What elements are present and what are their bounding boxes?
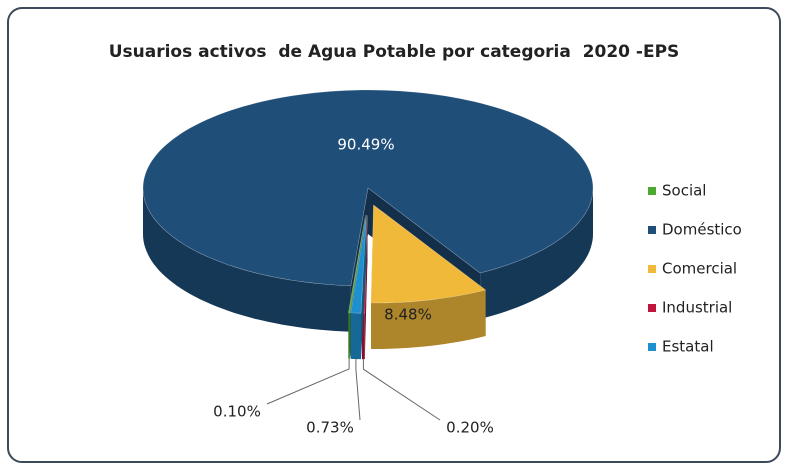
legend-swatch (648, 187, 656, 195)
data-label: 0.10% (213, 403, 261, 421)
slice-side (350, 312, 361, 360)
slice-side (371, 290, 486, 349)
data-label: 90.49% (337, 136, 394, 154)
data-label: 8.48% (384, 306, 432, 324)
slice (350, 215, 367, 314)
slice (142, 89, 594, 287)
slice-side (480, 188, 593, 319)
pie: 0.10% 90.49% 8.48% 0.20% 0.73% (142, 89, 594, 437)
chart-title: Usuarios activos de Agua Potable por cat… (109, 42, 680, 62)
legend-swatch (648, 226, 656, 234)
leader-line (362, 359, 441, 421)
legend-swatch (648, 304, 656, 312)
legend-label: Industrial (662, 299, 732, 317)
leader-line (355, 359, 361, 421)
legend-label: Comercial (662, 260, 737, 278)
slice-side (348, 312, 350, 359)
legend-label: Social (662, 182, 706, 200)
slice-side (143, 188, 351, 332)
legend-label: Estatal (662, 338, 714, 356)
legend: Social Doméstico Comercial Industrial Estata… (648, 182, 742, 356)
slice (370, 204, 487, 304)
slice (348, 215, 366, 314)
legend-swatch (648, 265, 656, 273)
data-label: 0.20% (446, 419, 494, 437)
data-label: 0.73% (306, 419, 354, 437)
legend-swatch (648, 343, 656, 351)
leader-line (266, 358, 350, 405)
legend-label: Doméstico (662, 221, 742, 239)
